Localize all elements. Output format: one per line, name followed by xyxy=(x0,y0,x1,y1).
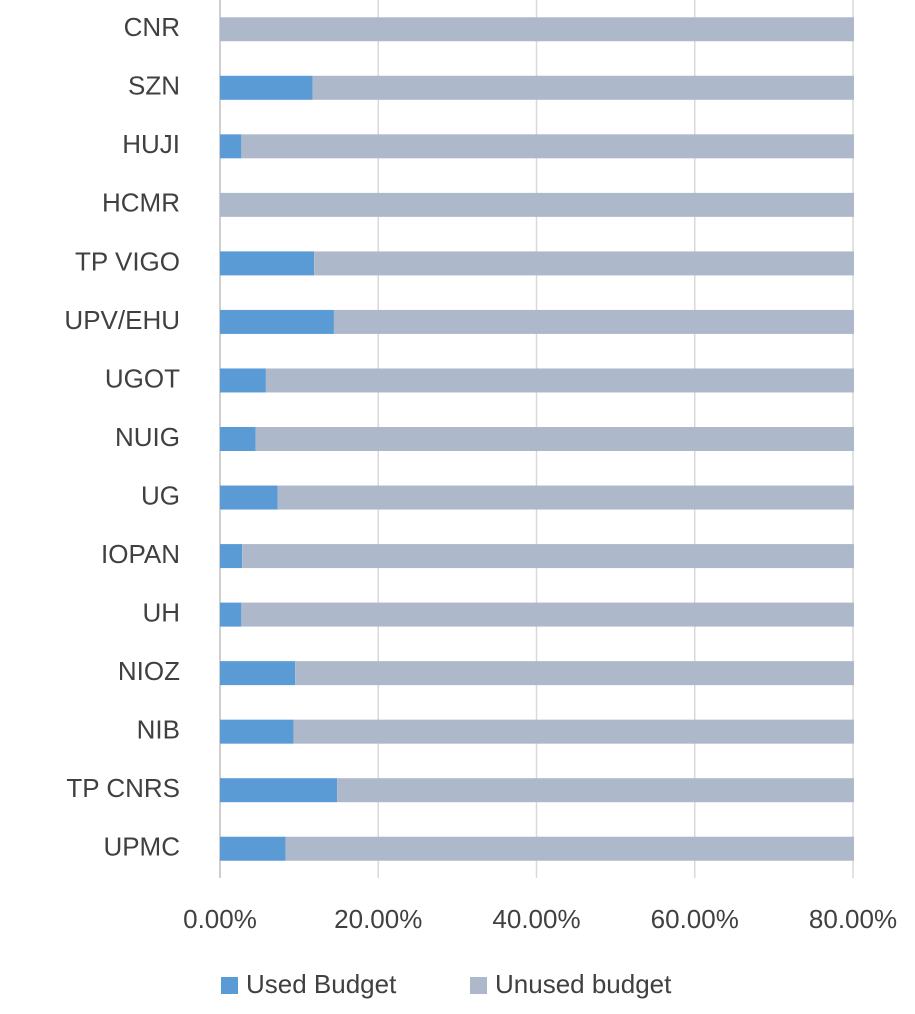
bar xyxy=(220,309,334,334)
y-tick-label: NIOZ xyxy=(118,656,180,686)
y-tick-label: UPV/EHU xyxy=(64,305,180,335)
bar xyxy=(220,544,243,569)
bar xyxy=(255,427,854,451)
y-tick-label: HCMR xyxy=(102,188,180,218)
bar xyxy=(277,485,854,510)
y-tick-label: NUIG xyxy=(115,422,180,452)
bars xyxy=(220,17,854,861)
bar xyxy=(220,75,313,100)
legend-swatch xyxy=(470,977,487,994)
y-tick-label: UPMC xyxy=(103,832,180,862)
bar xyxy=(220,719,294,744)
bar xyxy=(285,836,854,861)
bar xyxy=(241,134,854,159)
y-tick-label: IOPAN xyxy=(101,539,180,569)
legend-label: Used Budget xyxy=(246,969,397,999)
legend-label: Unused budget xyxy=(495,969,672,999)
bar xyxy=(333,309,854,334)
bar xyxy=(220,778,338,803)
y-tick-label: UG xyxy=(141,480,180,510)
bar xyxy=(220,661,296,686)
x-tick-label: 60.00% xyxy=(651,904,739,934)
y-tick-label: SZN xyxy=(128,71,180,101)
bar xyxy=(337,778,854,803)
labels: 0.00% 20.00% 40.00% 60.00% 80.00% CNR SZN HUJI H… xyxy=(64,12,897,999)
y-tick-label: UH xyxy=(142,597,180,627)
bar xyxy=(220,192,854,217)
y-tick-label: NIB xyxy=(137,715,180,745)
y-tick-label: CNR xyxy=(124,12,180,42)
bar xyxy=(220,251,315,276)
y-tick-label: TP CNRS xyxy=(66,773,180,803)
bar xyxy=(314,251,854,276)
x-tick-label: 0.00% xyxy=(183,904,257,934)
x-tick-label: 80.00% xyxy=(809,904,897,934)
bar xyxy=(220,602,242,627)
x-tick-label: 40.00% xyxy=(492,904,580,934)
y-tick-label: UGOT xyxy=(105,363,180,393)
bar xyxy=(220,836,286,861)
bar xyxy=(220,485,278,510)
bar xyxy=(312,75,854,100)
bar xyxy=(220,17,854,42)
bar xyxy=(220,368,266,393)
y-tick-label: TP VIGO xyxy=(75,246,180,276)
bar xyxy=(265,368,854,393)
legend-swatch xyxy=(221,977,238,994)
bar xyxy=(242,544,854,569)
bar xyxy=(220,427,256,451)
bar xyxy=(220,134,242,159)
y-tick-label: HUJI xyxy=(122,129,180,159)
bar xyxy=(295,661,854,686)
x-tick-label: 20.00% xyxy=(334,904,422,934)
bar xyxy=(241,602,854,627)
bar xyxy=(293,719,854,744)
